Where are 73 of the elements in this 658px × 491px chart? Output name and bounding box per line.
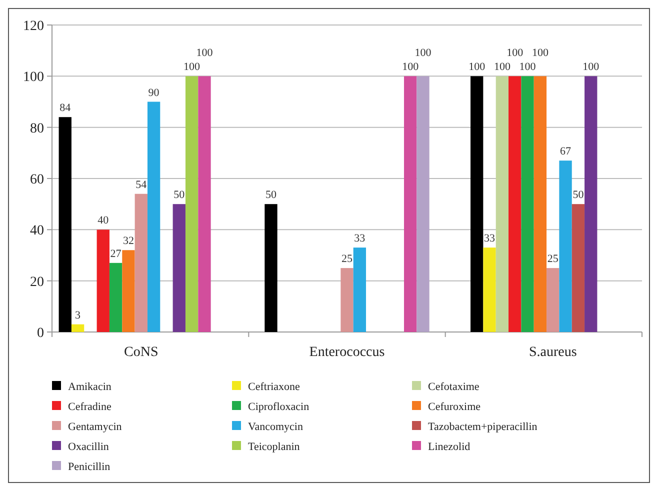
bar: [470, 76, 484, 332]
data-label: 50: [174, 189, 186, 202]
data-label: 25: [547, 253, 559, 266]
legend-label: Ciprofloxacin: [248, 401, 310, 413]
data-label: 33: [484, 232, 496, 245]
data-label: 67: [560, 146, 572, 158]
data-label: 54: [136, 178, 148, 191]
y-tick-label: 100: [23, 70, 44, 86]
x-tick-label: Enterococcus: [309, 345, 385, 360]
legend-label: Cefotaxime: [428, 381, 480, 393]
data-label: 84: [60, 102, 72, 114]
y-tick-label: 60: [30, 172, 44, 188]
y-tick-label: 80: [30, 121, 44, 136]
data-label: 32: [122, 235, 134, 248]
bar: [198, 76, 211, 332]
x-tick-label: CoNS: [124, 345, 158, 360]
data-label: 100: [402, 61, 420, 74]
legend-label: Oxacillin: [68, 441, 110, 453]
bar: [584, 76, 598, 332]
data-label: 100: [506, 47, 524, 60]
data-label: 90: [148, 86, 160, 99]
bar: [534, 76, 547, 332]
data-label: 100: [582, 61, 600, 74]
y-tick-label: 40: [30, 224, 44, 239]
x-tick-label: S.aureus: [528, 345, 577, 360]
bar: [546, 268, 560, 332]
data-label: 100: [414, 47, 432, 60]
legend-label: Cefradine: [68, 401, 112, 413]
bar: [521, 76, 534, 332]
data-label: 100: [532, 47, 549, 60]
data-label: 40: [98, 214, 110, 227]
bar: [185, 76, 198, 332]
data-label: 3: [75, 309, 82, 322]
legend-label: Vancomycin: [248, 421, 304, 433]
data-label: 50: [572, 189, 584, 202]
bar: [508, 76, 522, 332]
legend-label: Ceftriaxone: [248, 381, 300, 393]
legend-label: Tazobactem+piperacillin: [428, 421, 538, 433]
y-tick-label: 20: [30, 274, 44, 290]
data-label: 100: [494, 61, 511, 74]
legend-label: Gentamycin: [68, 421, 122, 433]
data-label: 33: [354, 232, 366, 245]
y-tick-label: 120: [23, 19, 44, 34]
bar: [483, 248, 496, 332]
bar: [71, 324, 84, 332]
bar: [496, 76, 509, 332]
y-tick-label: 0: [37, 326, 44, 341]
bar: [147, 102, 160, 332]
bar: [340, 268, 354, 332]
bar: [559, 160, 572, 332]
bar: [122, 250, 135, 332]
bar: [404, 76, 417, 332]
legend-label: Cefuroxime: [428, 401, 481, 413]
data-label: 100: [468, 61, 486, 74]
legend-label: Amikacin: [68, 381, 112, 393]
data-label: 27: [110, 248, 122, 260]
bar: [96, 230, 110, 332]
data-label: 100: [519, 61, 536, 74]
bar: [109, 262, 122, 332]
bar: [572, 204, 585, 332]
legend-label: Linezolid: [428, 441, 471, 453]
legend-label: Penicillin: [68, 461, 111, 473]
bar: [264, 204, 278, 332]
data-label: 25: [342, 253, 353, 266]
bar: [58, 117, 72, 332]
bar: [172, 204, 186, 332]
bar: [134, 194, 148, 332]
data-label: 100: [184, 61, 201, 74]
bar: [353, 248, 366, 332]
data-label: 50: [265, 189, 277, 202]
bar: [416, 76, 430, 332]
legend-label: Teicoplanin: [248, 441, 300, 453]
data-label: 100: [196, 47, 214, 60]
